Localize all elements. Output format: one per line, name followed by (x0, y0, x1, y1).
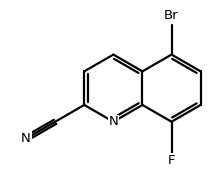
Text: F: F (168, 154, 175, 167)
Text: N: N (108, 115, 118, 128)
Text: Br: Br (164, 9, 179, 22)
Text: N: N (21, 132, 31, 145)
